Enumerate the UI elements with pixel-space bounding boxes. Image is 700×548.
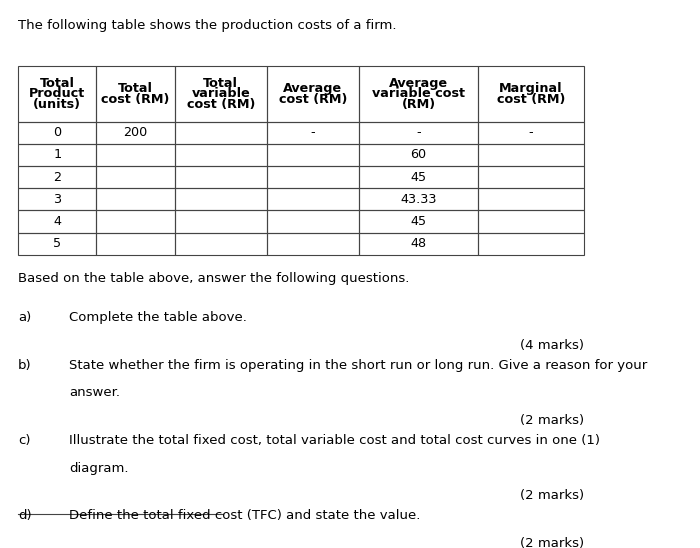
Bar [97, 122, 175, 144]
Text: (RM): (RM) [401, 98, 435, 111]
Text: Based on the table above, answer the following questions.: Based on the table above, answer the fol… [18, 272, 409, 285]
Bar [359, 210, 478, 232]
Text: 1: 1 [53, 149, 62, 162]
Text: cost (RM): cost (RM) [187, 98, 255, 111]
Bar [478, 66, 584, 122]
Text: cost (RM): cost (RM) [497, 93, 565, 106]
Text: Illustrate the total fixed cost, total variable cost and total cost curves in on: Illustrate the total fixed cost, total v… [69, 434, 600, 447]
Text: 0: 0 [53, 126, 62, 139]
Bar [175, 188, 267, 210]
Bar [478, 188, 584, 210]
Bar [175, 144, 267, 166]
Text: diagram.: diagram. [69, 461, 129, 475]
Bar [18, 232, 97, 255]
Text: (units): (units) [33, 98, 81, 111]
Bar [359, 166, 478, 188]
Text: Total: Total [40, 77, 75, 90]
Bar [97, 210, 175, 232]
Text: 43.33: 43.33 [400, 193, 437, 206]
Bar [478, 144, 584, 166]
Text: (2 marks): (2 marks) [519, 489, 584, 502]
Bar [18, 66, 97, 122]
Bar [18, 188, 97, 210]
Bar [18, 166, 97, 188]
Bar [175, 232, 267, 255]
Text: 45: 45 [410, 170, 426, 184]
Text: answer.: answer. [69, 386, 120, 399]
Bar [18, 122, 97, 144]
Text: 4: 4 [53, 215, 61, 228]
Bar [175, 210, 267, 232]
Text: b): b) [18, 359, 32, 372]
Text: (4 marks): (4 marks) [520, 339, 584, 352]
Bar [97, 188, 175, 210]
Text: cost (RM): cost (RM) [279, 93, 347, 106]
Bar [359, 122, 478, 144]
Text: a): a) [18, 311, 32, 324]
Text: 5: 5 [53, 237, 62, 250]
Bar [267, 210, 359, 232]
Bar [359, 188, 478, 210]
Bar [267, 188, 359, 210]
Bar [175, 166, 267, 188]
Bar [97, 66, 175, 122]
Text: variable: variable [192, 87, 250, 100]
Text: 48: 48 [410, 237, 426, 250]
Text: Total: Total [118, 82, 153, 95]
Bar [359, 66, 478, 122]
Bar [478, 166, 584, 188]
Text: variable cost: variable cost [372, 87, 465, 100]
Bar [478, 122, 584, 144]
Text: 3: 3 [53, 193, 62, 206]
Bar [267, 122, 359, 144]
Bar [175, 66, 267, 122]
Text: Define the total fixed cost (TFC) and state the value.: Define the total fixed cost (TFC) and st… [69, 509, 421, 522]
Text: (2 marks): (2 marks) [519, 414, 584, 427]
Bar [267, 232, 359, 255]
Bar [267, 66, 359, 122]
Text: Complete the table above.: Complete the table above. [69, 311, 247, 324]
Text: The following table shows the production costs of a firm.: The following table shows the production… [18, 19, 397, 31]
Bar [359, 144, 478, 166]
Text: Total: Total [203, 77, 238, 90]
Text: Average: Average [389, 77, 448, 90]
Text: -: - [311, 126, 315, 139]
Text: -: - [528, 126, 533, 139]
Bar [267, 166, 359, 188]
Bar [97, 144, 175, 166]
Text: -: - [416, 126, 421, 139]
Text: 60: 60 [410, 149, 426, 162]
Bar [478, 232, 584, 255]
Bar [478, 210, 584, 232]
Text: cost (RM): cost (RM) [102, 93, 170, 106]
Bar [97, 232, 175, 255]
Bar [18, 210, 97, 232]
Text: State whether the firm is operating in the short run or long run. Give a reason : State whether the firm is operating in t… [69, 359, 648, 372]
Text: 200: 200 [123, 126, 148, 139]
Text: (2 marks): (2 marks) [519, 536, 584, 548]
Text: d): d) [18, 509, 32, 522]
Bar [359, 232, 478, 255]
Text: Marginal: Marginal [499, 82, 563, 95]
Text: Product: Product [29, 87, 85, 100]
Text: 2: 2 [53, 170, 61, 184]
Bar [267, 144, 359, 166]
Text: c): c) [18, 434, 31, 447]
Bar [18, 144, 97, 166]
Bar [97, 166, 175, 188]
Text: 45: 45 [410, 215, 426, 228]
Bar [175, 122, 267, 144]
Text: Average: Average [284, 82, 342, 95]
